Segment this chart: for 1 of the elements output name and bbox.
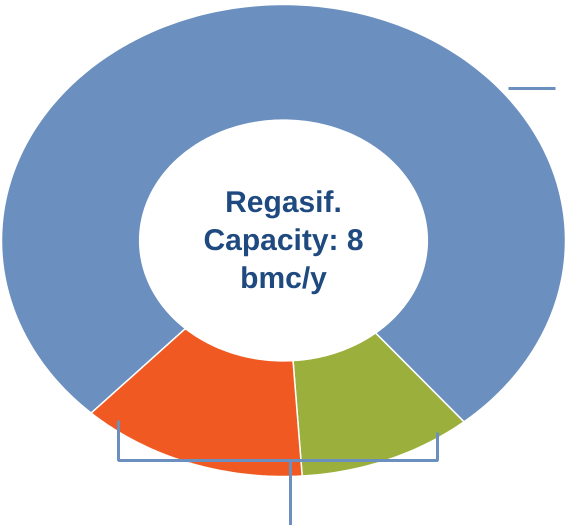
text: Regasif. Capacity: 8 bmc/y xyxy=(203,186,364,295)
